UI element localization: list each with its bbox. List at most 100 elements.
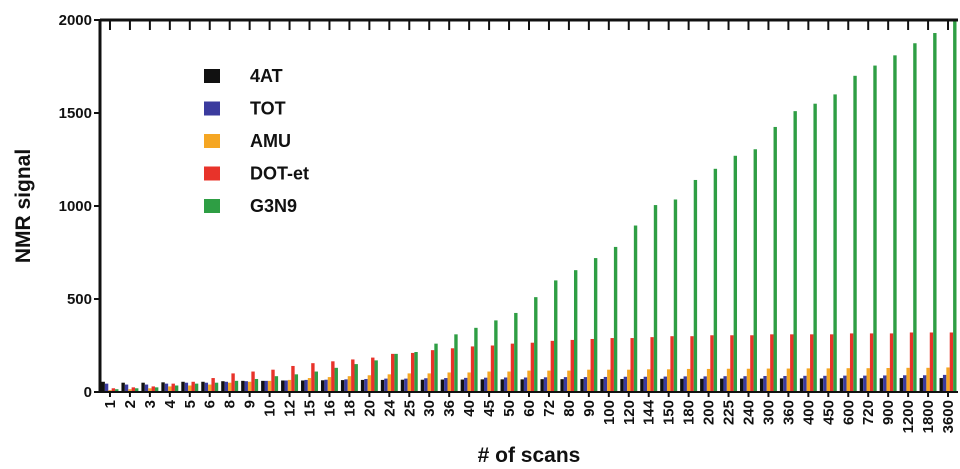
bar — [284, 380, 288, 392]
bar — [570, 339, 574, 392]
bar — [743, 376, 747, 392]
bar — [883, 375, 887, 392]
x-tick-label: 1200 — [900, 400, 917, 433]
bar — [849, 333, 854, 392]
bar — [510, 343, 515, 392]
bar — [913, 43, 917, 392]
bar — [294, 374, 299, 392]
bar — [334, 367, 338, 392]
bar — [247, 381, 252, 392]
y-tick-label: 2000 — [59, 12, 92, 29]
bar — [886, 368, 890, 392]
x-tick-label: 90 — [581, 400, 598, 417]
bar — [201, 381, 205, 392]
bar — [909, 332, 914, 392]
legend-label: G3N9 — [250, 196, 297, 216]
bar — [573, 270, 578, 392]
bar — [211, 378, 215, 392]
bar — [693, 179, 698, 392]
bar — [630, 338, 634, 392]
bar — [903, 375, 907, 392]
bar — [933, 33, 937, 393]
bar — [444, 378, 448, 392]
bar — [168, 386, 172, 392]
bar — [759, 378, 764, 392]
bar — [503, 377, 508, 392]
bar — [803, 375, 807, 392]
bar — [507, 371, 511, 392]
bar — [181, 381, 185, 392]
bar — [371, 357, 375, 392]
bar — [640, 378, 644, 392]
x-tick-label: 225 — [721, 400, 738, 425]
bar — [374, 360, 378, 392]
bar — [720, 378, 724, 392]
bar — [228, 382, 232, 392]
x-tick-label: 3 — [142, 400, 159, 408]
bar — [314, 371, 318, 392]
bar — [400, 379, 405, 392]
x-tick-label: 240 — [740, 400, 757, 425]
bar — [703, 376, 707, 392]
bar — [151, 386, 155, 392]
bar — [593, 258, 598, 392]
bar — [543, 377, 548, 392]
x-tick-label: 16 — [321, 400, 338, 417]
x-tick-label: 4 — [162, 399, 179, 408]
bar — [859, 378, 864, 392]
bar — [723, 376, 727, 392]
bar — [131, 387, 136, 392]
bar — [447, 372, 451, 392]
bar — [430, 350, 435, 392]
x-tick-label: 45 — [481, 400, 498, 417]
bar — [214, 382, 219, 392]
x-tick-label: 15 — [302, 400, 319, 417]
bar — [414, 352, 418, 392]
bar — [583, 377, 588, 392]
bar — [264, 380, 268, 392]
bar — [454, 334, 458, 392]
bar — [307, 378, 312, 392]
bar — [490, 345, 495, 392]
x-tick-label: 450 — [820, 400, 837, 425]
bar — [527, 370, 531, 392]
x-tick-label: 1 — [102, 400, 119, 408]
x-tick-label: 12 — [282, 400, 299, 417]
bar — [470, 346, 475, 392]
bar — [690, 336, 694, 392]
x-tick-label: 180 — [681, 400, 698, 425]
bar — [942, 374, 947, 392]
bar — [866, 368, 870, 392]
bar — [922, 375, 927, 392]
bar — [164, 383, 169, 392]
bar — [387, 374, 392, 392]
bar — [274, 376, 279, 392]
legend-swatch — [204, 199, 220, 213]
bar — [301, 380, 305, 392]
bar — [650, 337, 654, 392]
bar — [161, 382, 165, 392]
bar — [407, 373, 411, 392]
x-tick-label: 5 — [182, 400, 199, 408]
y-tick-label: 1000 — [59, 198, 92, 215]
bar — [647, 369, 651, 392]
bar — [949, 332, 954, 392]
bar — [560, 379, 564, 392]
bar — [547, 370, 551, 392]
bar — [627, 369, 631, 392]
bar — [846, 368, 850, 392]
bar — [281, 380, 285, 392]
bar — [234, 380, 239, 392]
bar — [231, 373, 235, 392]
bar — [766, 368, 771, 392]
bar — [404, 378, 408, 392]
bar — [843, 375, 847, 392]
bar — [191, 381, 195, 392]
bar — [666, 369, 671, 392]
legend-label: 4AT — [250, 66, 283, 86]
bar — [174, 385, 179, 392]
bar — [104, 383, 109, 392]
bar — [673, 199, 678, 392]
x-tick-label: 720 — [860, 400, 877, 425]
